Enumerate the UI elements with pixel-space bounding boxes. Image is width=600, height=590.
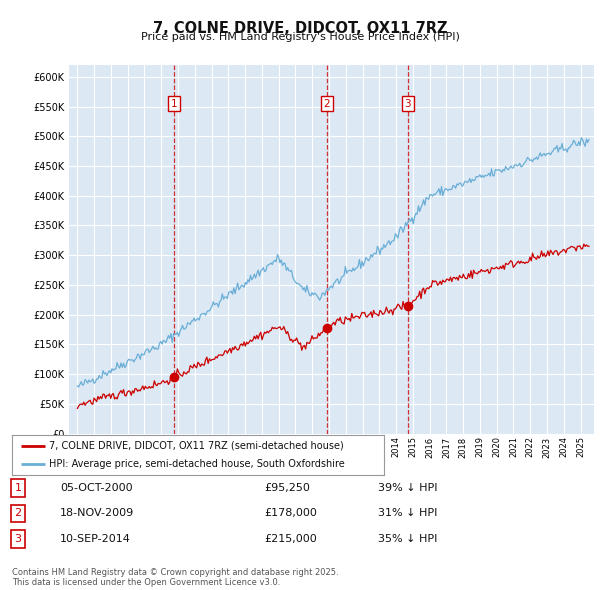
Text: 10-SEP-2014: 10-SEP-2014 <box>60 534 131 544</box>
Text: 1: 1 <box>14 483 22 493</box>
Text: £215,000: £215,000 <box>264 534 317 544</box>
Text: 1: 1 <box>171 99 178 109</box>
Text: 3: 3 <box>14 534 22 544</box>
Text: 7, COLNE DRIVE, DIDCOT, OX11 7RZ: 7, COLNE DRIVE, DIDCOT, OX11 7RZ <box>153 21 447 35</box>
Text: £178,000: £178,000 <box>264 509 317 519</box>
Text: 05-OCT-2000: 05-OCT-2000 <box>60 483 133 493</box>
Text: 7, COLNE DRIVE, DIDCOT, OX11 7RZ (semi-detached house): 7, COLNE DRIVE, DIDCOT, OX11 7RZ (semi-d… <box>49 441 344 451</box>
Text: 3: 3 <box>404 99 411 109</box>
Text: 2: 2 <box>323 99 330 109</box>
Text: 35% ↓ HPI: 35% ↓ HPI <box>378 534 437 544</box>
Text: HPI: Average price, semi-detached house, South Oxfordshire: HPI: Average price, semi-detached house,… <box>49 459 345 469</box>
Text: Price paid vs. HM Land Registry's House Price Index (HPI): Price paid vs. HM Land Registry's House … <box>140 32 460 42</box>
Text: 39% ↓ HPI: 39% ↓ HPI <box>378 483 437 493</box>
Text: 2: 2 <box>14 509 22 519</box>
Text: 18-NOV-2009: 18-NOV-2009 <box>60 509 134 519</box>
Text: £95,250: £95,250 <box>264 483 310 493</box>
Text: 31% ↓ HPI: 31% ↓ HPI <box>378 509 437 519</box>
Text: Contains HM Land Registry data © Crown copyright and database right 2025.
This d: Contains HM Land Registry data © Crown c… <box>12 568 338 587</box>
